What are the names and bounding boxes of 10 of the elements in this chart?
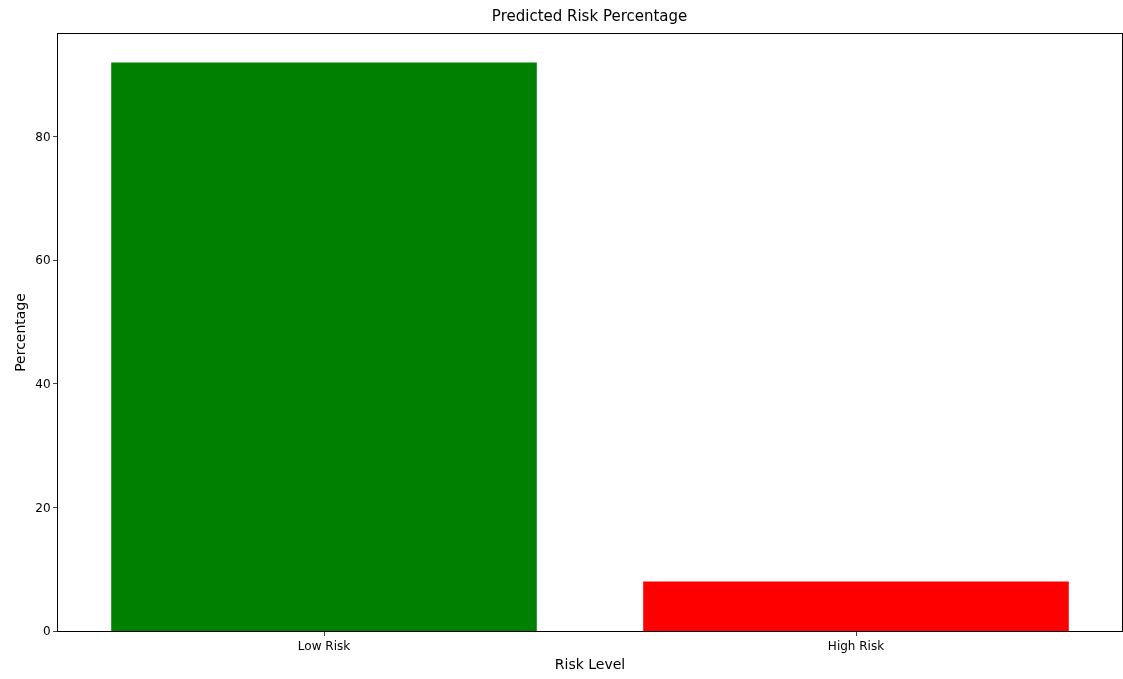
y-tick-label: 40 (35, 377, 51, 391)
y-tick-label: 60 (35, 253, 51, 268)
x-tick-label: Low Risk (297, 639, 351, 654)
y-tick-label: 80 (35, 129, 51, 144)
chart-title: Predicted Risk Percentage (491, 6, 688, 25)
x-tick-label: High Risk (827, 639, 885, 654)
y-tick-label: 20 (35, 500, 51, 515)
y-tick-label: 0 (42, 624, 51, 639)
x-axis-title: Risk Level (554, 655, 626, 672)
y-axis-title: Percentage (11, 293, 28, 372)
